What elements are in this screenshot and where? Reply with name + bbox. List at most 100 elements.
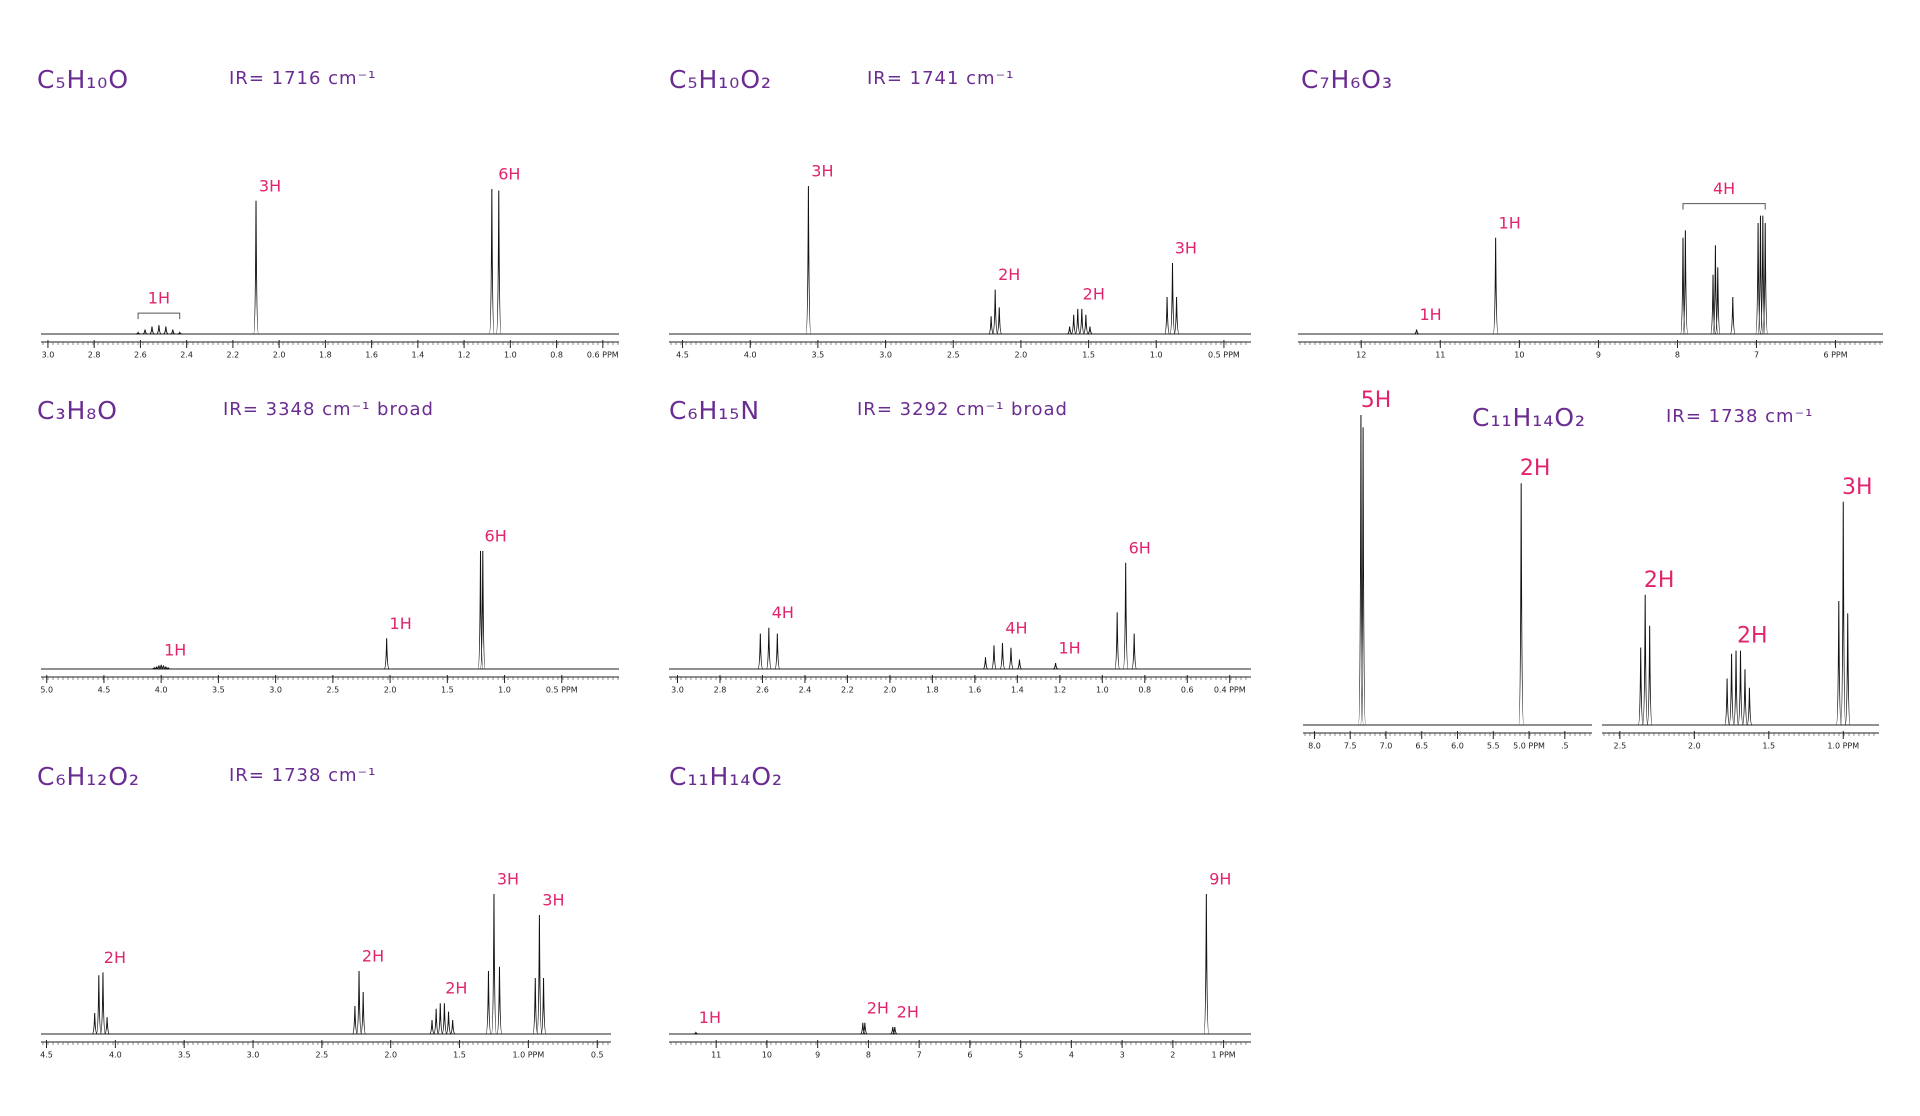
- bracket: [1682, 203, 1766, 210]
- peak: [445, 1011, 452, 1035]
- tick-label: 1.0: [1150, 351, 1163, 360]
- peak: [1074, 308, 1081, 335]
- tick-label: 2.6: [134, 351, 147, 360]
- integration-label: 3H: [811, 162, 833, 181]
- tick-label: 6: [967, 1051, 972, 1060]
- peak: [1518, 483, 1525, 726]
- tick-label: 3: [1120, 1051, 1125, 1060]
- tick-label: 9: [815, 1051, 820, 1060]
- tick-label: 1.0 PPM: [1827, 742, 1859, 751]
- tick-label: 1.4: [411, 351, 424, 360]
- peak: [1844, 613, 1851, 726]
- formula: C₆H₁₂O₂: [37, 762, 140, 791]
- peak: [1131, 633, 1138, 670]
- formula: C₆H₁₅N: [669, 396, 760, 425]
- tick-label: 11: [1435, 351, 1445, 360]
- tick-label: 4.5: [98, 686, 111, 695]
- peak: [1173, 296, 1180, 335]
- peak: [135, 331, 141, 335]
- tick-label: 1.4: [1011, 686, 1024, 695]
- tick-label: 2.0: [1688, 742, 1701, 751]
- peak: [982, 657, 989, 670]
- tick-label: 1.2: [1053, 686, 1066, 695]
- integration-label: 3H: [1175, 238, 1197, 257]
- tick-label: 0.8: [1138, 686, 1151, 695]
- peak: [693, 1031, 699, 1035]
- ir-note: IR= 3292 cm⁻¹ broad: [857, 399, 1068, 420]
- peak: [91, 1012, 98, 1035]
- integration-label: 1H: [1499, 213, 1521, 232]
- peak: [1835, 600, 1842, 726]
- tick-label: 1.2: [458, 351, 471, 360]
- tick-label: 2.4: [180, 351, 193, 360]
- peak: [491, 893, 497, 1035]
- tick-label: 6.5: [1415, 742, 1428, 751]
- peak: [1016, 659, 1023, 670]
- integration-label: 3H: [259, 176, 281, 195]
- peak: [1742, 669, 1748, 726]
- integration-label: 2H: [445, 979, 467, 998]
- tick-label: 2: [1170, 1051, 1175, 1060]
- peak: [95, 975, 102, 1035]
- tick-label: .5: [1561, 742, 1569, 751]
- integration-label: 1H: [699, 1008, 721, 1027]
- peak: [757, 633, 764, 670]
- tick-label: 2.0: [384, 686, 397, 695]
- integration-label: 4H: [772, 603, 794, 622]
- integration-label: 3H: [497, 870, 519, 889]
- tick-label: 0.8: [550, 351, 563, 360]
- peak: [1746, 687, 1753, 726]
- tick-label: 2.5: [1614, 742, 1627, 751]
- ir-note: IR= 1738 cm⁻¹: [229, 765, 376, 786]
- peak: [805, 185, 812, 335]
- peak: [1729, 296, 1736, 335]
- tick-label: 2.2: [227, 351, 240, 360]
- peak: [253, 200, 259, 335]
- integration-label: 2H: [1520, 456, 1551, 481]
- tick-label: 8: [866, 1051, 871, 1060]
- tick-label: 2.0: [884, 686, 897, 695]
- tick-label: 4.0: [155, 686, 168, 695]
- peak: [100, 972, 106, 1035]
- integration-label: 1H: [1058, 639, 1080, 658]
- tick-label: 2.0: [1015, 351, 1028, 360]
- tick-label: 3.0: [879, 351, 892, 360]
- peak: [540, 977, 547, 1035]
- peak: [532, 977, 539, 1035]
- integration-label: 5H: [1361, 388, 1392, 413]
- peak: [999, 643, 1006, 670]
- tick-label: 1.8: [926, 686, 939, 695]
- peak: [1682, 230, 1689, 335]
- tick-label: 0.5: [591, 1051, 604, 1060]
- formula: C₇H₆O₃: [1301, 65, 1393, 94]
- tick-label: 2.4: [799, 686, 812, 695]
- peak: [1755, 222, 1761, 335]
- tick-label: 10: [762, 1051, 772, 1060]
- peak: [1733, 650, 1739, 726]
- tick-label: 6.0: [1451, 742, 1464, 751]
- formula: C₁₁H₁₄O₂: [669, 762, 783, 791]
- peak: [433, 1008, 440, 1035]
- tick-label: 2.5: [316, 1051, 329, 1060]
- formula: C₃H₈O: [37, 396, 118, 425]
- tick-label: 0.5 PPM: [1208, 351, 1240, 360]
- integration-label: 2H: [104, 948, 126, 967]
- peak: [996, 307, 1003, 335]
- peak: [1164, 296, 1170, 335]
- tick-label: 3.0: [42, 351, 55, 360]
- tick-label: 1.0: [498, 686, 511, 695]
- tick-label: 0.4 PPM: [1214, 686, 1246, 695]
- tick-label: 0.5 PPM: [546, 686, 578, 695]
- tick-label: 12: [1356, 351, 1366, 360]
- tick-label: 10: [1514, 351, 1524, 360]
- tick-label: 2.0: [273, 351, 286, 360]
- ir-note: IR= 3348 cm⁻¹ broad: [223, 399, 434, 420]
- tick-label: 1.6: [969, 686, 982, 695]
- peak: [890, 1026, 896, 1035]
- tick-label: 3.5: [212, 686, 225, 695]
- peak: [170, 329, 176, 335]
- peak: [450, 1019, 456, 1035]
- tick-label: 2.2: [841, 686, 854, 695]
- integration-label: 1H: [1419, 305, 1441, 324]
